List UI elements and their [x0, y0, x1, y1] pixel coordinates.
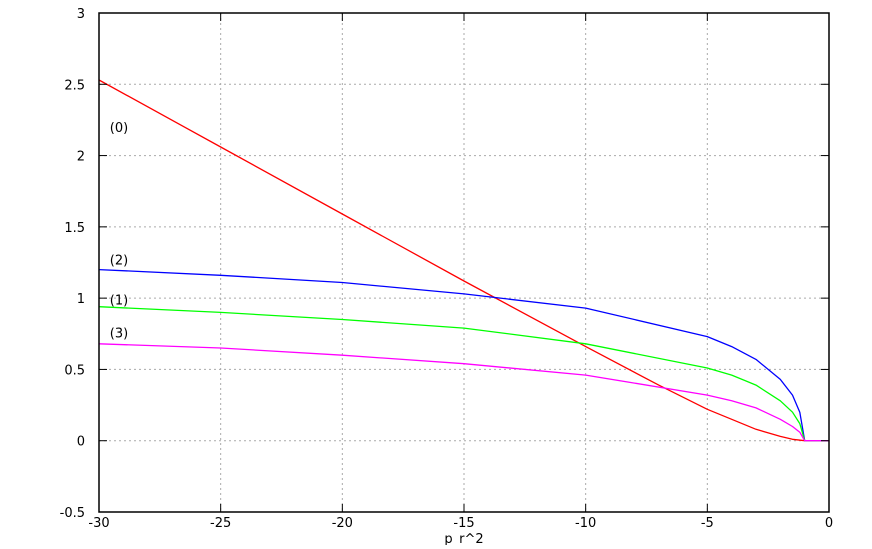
series-group — [98, 79, 829, 442]
y-tick-label: 2 — [77, 150, 85, 165]
x-axis-label: p_r^2 — [444, 532, 483, 545]
series-line-2 — [98, 306, 829, 442]
curve-label: (0) — [110, 121, 128, 136]
x-tick-label: -30 — [88, 516, 109, 531]
curve-label: (3) — [110, 326, 128, 341]
series-line-1 — [98, 268, 829, 442]
x-tick-label: 0 — [825, 516, 833, 531]
y-tick-label: 0 — [77, 435, 85, 450]
y-tick-label: 1 — [77, 292, 85, 307]
curve-label: (1) — [110, 294, 128, 309]
series-line-0 — [98, 79, 829, 442]
x-tick-label: -10 — [575, 516, 596, 531]
y-tick-label: 2.5 — [64, 78, 85, 93]
y-tick-label: 1.5 — [64, 221, 85, 236]
grid — [99, 13, 829, 512]
annotations: (0) (2) (1) (3) — [110, 121, 128, 341]
x-tick-label: -5 — [701, 516, 714, 531]
plot-frame — [98, 12, 830, 513]
y-tick-label: 3 — [77, 7, 85, 22]
x-tick-label: -25 — [210, 516, 231, 531]
ticks: -30 -25 -20 -15 -10 -5 0 -0.5 0 0.5 1 1.5 2 2.5 3 — [60, 7, 834, 531]
series-line-3 — [98, 343, 829, 442]
y-tick-label: 0.5 — [64, 363, 85, 378]
y-tick-label: -0.5 — [60, 506, 85, 521]
x-tick-label: -15 — [453, 516, 474, 531]
curve-label: (2) — [110, 254, 128, 269]
x-tick-label: -20 — [332, 516, 353, 531]
